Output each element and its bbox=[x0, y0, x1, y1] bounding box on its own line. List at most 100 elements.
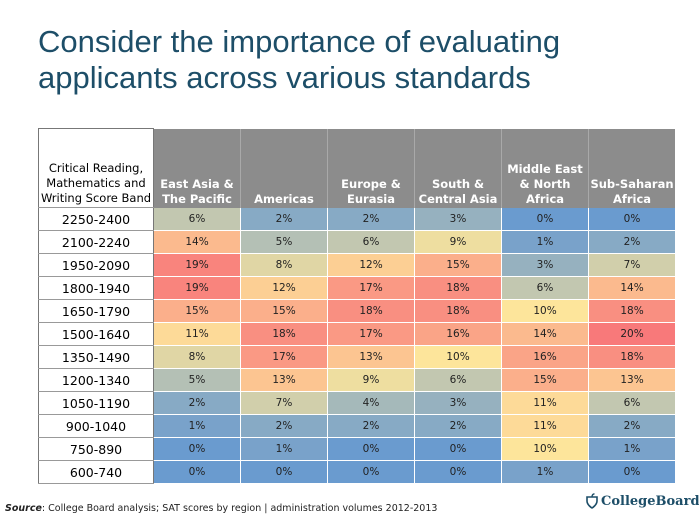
column-header: Americas bbox=[240, 128, 328, 208]
heatmap-cell: 12% bbox=[327, 253, 415, 277]
heatmap-cell: 5% bbox=[240, 230, 328, 254]
acorn-shield-icon bbox=[586, 493, 598, 509]
heatmap-cell: 2% bbox=[240, 414, 328, 438]
heatmap-cell: 0% bbox=[327, 437, 415, 461]
score-band-label: 1200-1340 bbox=[38, 368, 154, 392]
heatmap-cell: 11% bbox=[153, 322, 241, 346]
heatmap-cell: 1% bbox=[153, 414, 241, 438]
table-row: 1500-1640 11% 18% 17% 16% 14% 20% bbox=[38, 322, 675, 346]
heatmap-cell: 17% bbox=[240, 345, 328, 369]
heatmap-cell: 13% bbox=[240, 368, 328, 392]
heatmap-cell: 2% bbox=[240, 207, 328, 231]
heatmap-cell: 11% bbox=[501, 391, 589, 415]
heatmap-cell: 2% bbox=[327, 207, 415, 231]
collegeboard-logo: CollegeBoard bbox=[585, 493, 699, 509]
score-band-label: 600-740 bbox=[38, 460, 154, 484]
heatmap-cell: 0% bbox=[588, 207, 675, 231]
score-band-label: 1050-1190 bbox=[38, 391, 154, 415]
heatmap-cell: 14% bbox=[588, 276, 675, 300]
score-band-label: 1350-1490 bbox=[38, 345, 154, 369]
heatmap-table: Critical Reading, Mathematics and Writin… bbox=[38, 128, 675, 484]
heatmap-cell: 1% bbox=[240, 437, 328, 461]
column-header: Europe & Eurasia bbox=[327, 128, 415, 208]
heatmap-cell: 2% bbox=[588, 230, 675, 254]
table-row: 1650-1790 15% 15% 18% 18% 10% 18% bbox=[38, 299, 675, 323]
table-row: 1950-2090 19% 8% 12% 15% 3% 7% bbox=[38, 253, 675, 277]
table-row: 2100-2240 14% 5% 6% 9% 1% 2% bbox=[38, 230, 675, 254]
table-row: 2250-2400 6% 2% 2% 3% 0% 0% bbox=[38, 207, 675, 231]
heatmap-cell: 7% bbox=[588, 253, 675, 277]
heatmap-cell: 18% bbox=[414, 276, 502, 300]
heatmap-cell: 11% bbox=[501, 414, 589, 438]
heatmap-cell: 8% bbox=[153, 345, 241, 369]
score-band-label: 1800-1940 bbox=[38, 276, 154, 300]
heatmap-cell: 6% bbox=[501, 276, 589, 300]
page-title: Consider the importance of evaluating ap… bbox=[38, 24, 561, 95]
header-row: Critical Reading, Mathematics and Writin… bbox=[38, 128, 675, 208]
heatmap-cell: 3% bbox=[501, 253, 589, 277]
heatmap-cell: 0% bbox=[414, 437, 502, 461]
heatmap-cell: 17% bbox=[327, 276, 415, 300]
heatmap-cell: 15% bbox=[153, 299, 241, 323]
heatmap-cell: 14% bbox=[153, 230, 241, 254]
heatmap-cell: 0% bbox=[327, 460, 415, 484]
heatmap-cell: 1% bbox=[501, 230, 589, 254]
heatmap-cell: 9% bbox=[414, 230, 502, 254]
heatmap-cell: 6% bbox=[327, 230, 415, 254]
heatmap-cell: 3% bbox=[414, 391, 502, 415]
heatmap-cell: 3% bbox=[414, 207, 502, 231]
table-row: 600-740 0% 0% 0% 0% 1% 0% bbox=[38, 460, 675, 484]
table-row: 900-1040 1% 2% 2% 2% 11% 2% bbox=[38, 414, 675, 438]
table-body: 2250-2400 6% 2% 2% 3% 0% 0% 2100-2240 14% 5% 6% 9% 1… bbox=[38, 207, 675, 484]
heatmap-cell: 12% bbox=[240, 276, 328, 300]
heatmap-cell: 9% bbox=[327, 368, 415, 392]
heatmap-cell: 14% bbox=[501, 322, 589, 346]
score-band-label: 2250-2400 bbox=[38, 207, 154, 231]
heatmap-cell: 6% bbox=[588, 391, 675, 415]
heatmap-cell: 0% bbox=[240, 460, 328, 484]
heatmap-cell: 18% bbox=[240, 322, 328, 346]
heatmap-cell: 13% bbox=[588, 368, 675, 392]
heatmap-cell: 20% bbox=[588, 322, 675, 346]
heatmap-cell: 18% bbox=[327, 299, 415, 323]
score-band-label: 2100-2240 bbox=[38, 230, 154, 254]
table-row: 1350-1490 8% 17% 13% 10% 16% 18% bbox=[38, 345, 675, 369]
logo-text: CollegeBoard bbox=[601, 493, 699, 509]
heatmap-cell: 0% bbox=[153, 460, 241, 484]
heatmap-cell: 18% bbox=[588, 345, 675, 369]
heatmap-cell: 10% bbox=[501, 299, 589, 323]
source-note: Source: College Board analysis; SAT scor… bbox=[5, 503, 437, 514]
heatmap-cell: 0% bbox=[153, 437, 241, 461]
table-row: 1200-1340 5% 13% 9% 6% 15% 13% bbox=[38, 368, 675, 392]
heatmap-cell: 13% bbox=[327, 345, 415, 369]
source-text: : College Board analysis; SAT scores by … bbox=[41, 503, 438, 514]
heatmap-cell: 10% bbox=[414, 345, 502, 369]
heatmap-cell: 2% bbox=[327, 414, 415, 438]
score-band-label: 1650-1790 bbox=[38, 299, 154, 323]
column-header: East Asia & The Pacific bbox=[153, 128, 241, 208]
heatmap-cell: 6% bbox=[414, 368, 502, 392]
heatmap-cell: 5% bbox=[153, 368, 241, 392]
heatmap-cell: 7% bbox=[240, 391, 328, 415]
heatmap-cell: 8% bbox=[240, 253, 328, 277]
heatmap-cell: 19% bbox=[153, 276, 241, 300]
heatmap-cell: 18% bbox=[414, 299, 502, 323]
heatmap-cell: 16% bbox=[414, 322, 502, 346]
column-header: South & Central Asia bbox=[414, 128, 502, 208]
heatmap-cell: 0% bbox=[588, 460, 675, 484]
heatmap-cell: 2% bbox=[414, 414, 502, 438]
heatmap-cell: 6% bbox=[153, 207, 241, 231]
heatmap-cell: 15% bbox=[240, 299, 328, 323]
heatmap-cell: 1% bbox=[588, 437, 675, 461]
score-band-label: 1950-2090 bbox=[38, 253, 154, 277]
column-header: Middle East & North Africa bbox=[501, 128, 589, 208]
heatmap-cell: 2% bbox=[153, 391, 241, 415]
row-header-label: Critical Reading, Mathematics and Writin… bbox=[38, 128, 154, 208]
heatmap-cell: 4% bbox=[327, 391, 415, 415]
score-band-label: 1500-1640 bbox=[38, 322, 154, 346]
table-row: 1800-1940 19% 12% 17% 18% 6% 14% bbox=[38, 276, 675, 300]
score-band-label: 900-1040 bbox=[38, 414, 154, 438]
heatmap-cell: 10% bbox=[501, 437, 589, 461]
column-header: Sub-Saharan Africa bbox=[588, 128, 675, 208]
table-row: 1050-1190 2% 7% 4% 3% 11% 6% bbox=[38, 391, 675, 415]
